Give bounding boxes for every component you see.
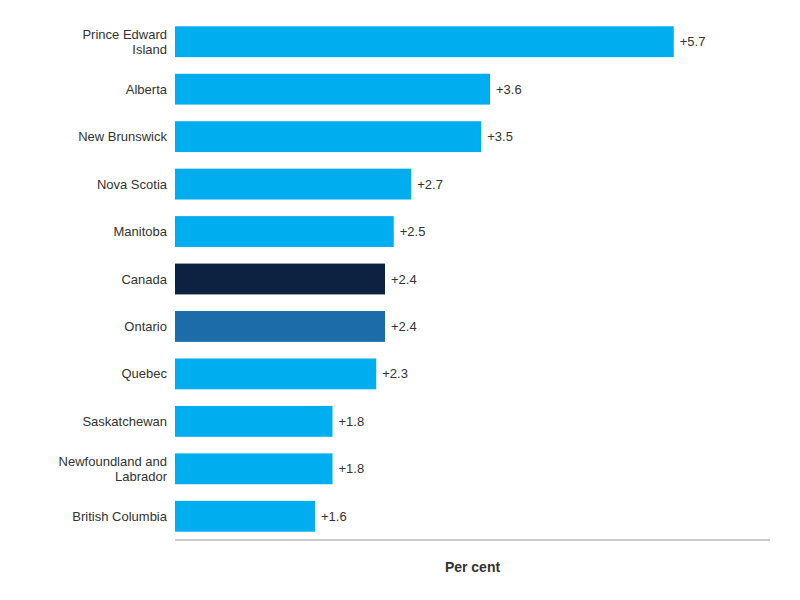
category-label: Prince EdwardIsland — [82, 27, 167, 57]
bar — [175, 26, 674, 57]
bar — [175, 74, 490, 105]
chart-container: +5.7 +3.6 +3.5 +2.7 +2.5 +2.4 +2.4 +2.3 +1.8 +1.8… — [0, 0, 800, 600]
bars — [175, 26, 674, 531]
y-tick-labels: Prince EdwardIsland Alberta New Brunswick N… — [59, 27, 168, 524]
category-label: Quebec — [121, 366, 167, 381]
bar — [175, 216, 394, 247]
category-label: New Brunswick — [78, 129, 167, 144]
category-label: Canada — [121, 272, 167, 287]
category-label: Nova Scotia — [97, 177, 168, 192]
x-axis-line — [175, 540, 770, 541]
data-labels: +5.7 +3.6 +3.5 +2.7 +2.5 +2.4 +2.4 +2.3 +1.8 +1.8… — [321, 34, 705, 524]
category-label: Manitoba — [114, 224, 168, 239]
x-axis-label: Per cent — [445, 559, 501, 575]
category-label: Newfoundland andLabrador — [59, 454, 168, 484]
bar — [175, 311, 385, 342]
data-label: +5.7 — [680, 34, 706, 49]
data-label: +2.4 — [391, 272, 417, 287]
data-label: +2.7 — [417, 177, 443, 192]
bar — [175, 453, 333, 484]
bar — [175, 264, 385, 295]
data-label: +1.6 — [321, 509, 347, 524]
data-label: +1.8 — [339, 461, 365, 476]
data-label: +3.6 — [496, 82, 522, 97]
bar — [175, 121, 481, 152]
category-label: Saskatchewan — [82, 414, 167, 429]
data-label: +3.5 — [487, 129, 513, 144]
bar — [175, 358, 376, 389]
category-label: British Columbia — [72, 509, 167, 524]
bar — [175, 501, 315, 532]
category-label: Alberta — [126, 82, 168, 97]
bar — [175, 169, 411, 200]
bar — [175, 406, 333, 437]
data-label: +2.5 — [400, 224, 426, 239]
category-label: Ontario — [124, 319, 167, 334]
data-label: +2.3 — [382, 366, 408, 381]
data-label: +2.4 — [391, 319, 417, 334]
data-label: +1.8 — [339, 414, 365, 429]
chart-svg: +5.7 +3.6 +3.5 +2.7 +2.5 +2.4 +2.4 +2.3 +1.8 +1.8… — [0, 0, 800, 600]
